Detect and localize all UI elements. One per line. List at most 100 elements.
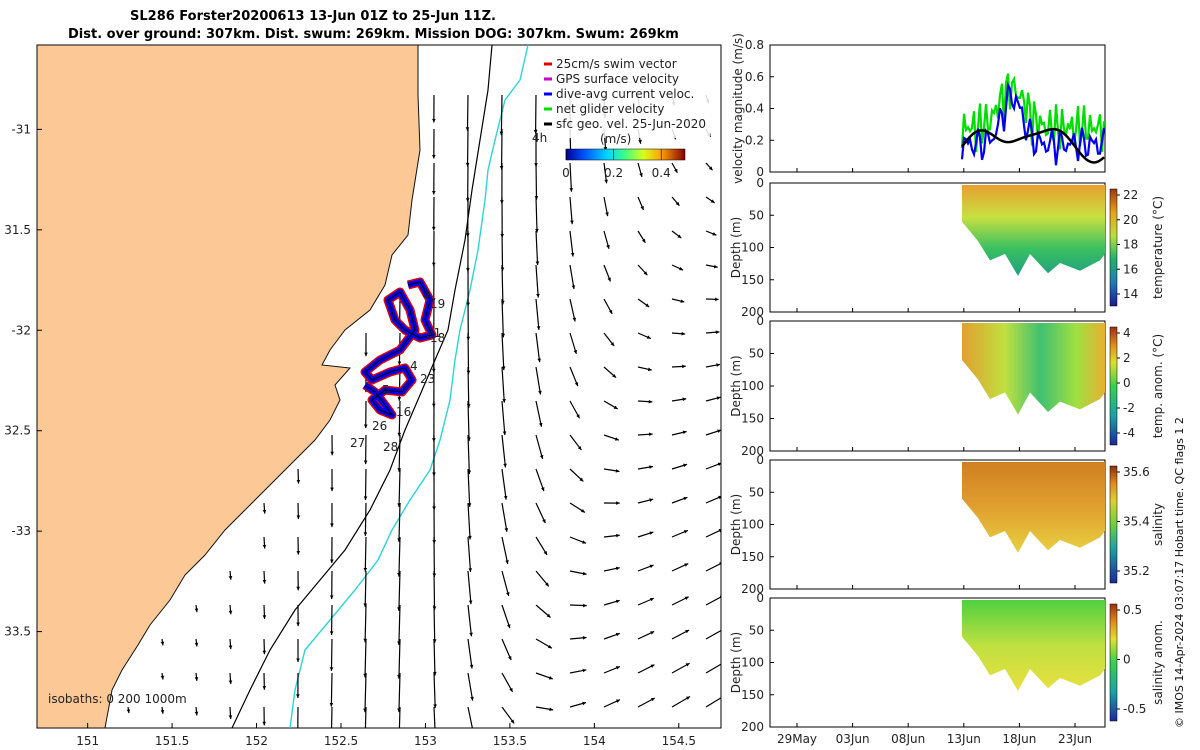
velocity-arrow-shaft <box>433 604 436 643</box>
colorbar-label: salinity <box>1151 503 1165 546</box>
velocity-arrow-head <box>582 636 587 640</box>
velocity-arrow-head <box>679 266 684 271</box>
velocity-arrow-shaft <box>467 468 471 507</box>
velocity-arrow-head <box>397 742 401 746</box>
colorbar-units-label: (m/s) <box>600 132 631 146</box>
track-line <box>364 281 433 417</box>
velocity-arrow-shaft <box>467 502 471 540</box>
velocity-arrow-head <box>716 363 721 367</box>
velocity-arrow-head <box>502 398 506 403</box>
velocity-arrow-head <box>228 645 233 650</box>
velocity-arrow-head <box>685 629 690 634</box>
velocity-arrow-head <box>194 677 199 681</box>
velocity-arrow-shaft <box>500 94 503 136</box>
section-shading <box>962 185 1105 276</box>
velocity-arrow-shaft <box>535 468 545 492</box>
velocity-arrow-head <box>582 701 587 706</box>
velocity-arrow-shaft <box>501 366 505 403</box>
velocity-arrow-head <box>683 496 688 501</box>
velocity-arrow-shaft <box>569 264 575 290</box>
panel-y-tick-label: 200 <box>741 305 764 319</box>
velocity-arrow-shaft <box>364 604 367 643</box>
time-axis-tick-label: 08Jun <box>891 732 925 746</box>
velocity-arrow-shaft <box>705 697 721 708</box>
colorbar-tick-label: 0 <box>562 166 570 180</box>
track-day-label: 5 <box>382 383 390 397</box>
velocity-arrow-head <box>681 331 686 336</box>
velocity-arrow-head <box>718 495 721 500</box>
velocity-arrow-head <box>674 168 678 173</box>
legend-entry-label: dive-avg current veloc. <box>556 87 694 101</box>
velocity-arrow-head <box>296 479 301 484</box>
velocity-arrow-head <box>648 399 653 404</box>
velocity-arrow-shaft <box>398 536 401 577</box>
velocity-arrow-head <box>329 595 334 600</box>
velocity-arrow-head <box>547 644 552 649</box>
velocity-arrow-head <box>469 632 473 637</box>
velocity-arrow-shaft <box>501 264 504 305</box>
velocity-arrow-head <box>718 529 721 533</box>
velocity-arrow-shaft <box>535 400 543 427</box>
velocity-arrow-head <box>262 686 267 690</box>
legend-entry-label: sfc geo. vel. 25-Jun-2020 <box>556 117 706 131</box>
velocity-arrow-shaft <box>330 638 333 671</box>
map-x-tick-label: 154.5 <box>662 734 696 748</box>
velocity-arrow-head <box>582 540 587 544</box>
velocity-arrow-shaft <box>330 706 333 728</box>
panel-y-tick-label: 50 <box>749 347 764 361</box>
velocity-arrow-head <box>649 465 653 469</box>
velocity-arrow-head <box>649 498 654 502</box>
map-x-tick-label: 152 <box>245 734 268 748</box>
panel-y-tick-label: 150 <box>741 412 764 426</box>
panel-y-axis-label: Depth (m) <box>729 494 743 555</box>
velocity-arrow-head <box>677 234 682 239</box>
colorbar-label: salinity anom. <box>1151 620 1165 705</box>
velocity-arrow-shaft <box>467 638 473 669</box>
velocity-arrow-head <box>330 487 334 492</box>
velocity-arrow-head <box>615 599 620 604</box>
velocity-arrow-head <box>683 530 688 534</box>
velocity-arrow-shaft <box>433 706 436 728</box>
colorbar-tick-label: -0.5 <box>1123 702 1146 716</box>
track-day-label: 18 <box>430 331 445 345</box>
velocity-arrow-shaft <box>501 332 505 371</box>
velocity-arrow-shaft <box>501 672 514 693</box>
panel-y-tick-label: 100 <box>741 518 764 532</box>
velocity-arrow-head <box>502 431 507 436</box>
velocity-arrow-shaft <box>535 298 540 330</box>
velocity-arrow-head <box>615 469 620 473</box>
velocity-arrow-head <box>646 335 651 339</box>
velocity-arrow-head <box>682 397 687 402</box>
colorbar-tick-label: 0.5 <box>1123 603 1142 617</box>
velocity-arrow-head <box>712 232 717 236</box>
velocity-arrow-shaft <box>433 638 436 676</box>
velocity-arrow-head <box>330 523 334 528</box>
velocity-arrow-head <box>640 205 644 210</box>
section-shading <box>962 462 1105 553</box>
velocity-arrow-head <box>432 118 436 123</box>
velocity-arrow-head <box>639 172 643 177</box>
velocity-arrow-head <box>650 697 655 702</box>
velocity-arrow-head <box>433 671 437 676</box>
colorbar-tick-label: 0 <box>1123 653 1131 667</box>
panel-y-tick-label: 0.8 <box>745 38 764 52</box>
panel-y-tick-label: 100 <box>741 656 764 670</box>
velocity-arrow-head <box>645 303 650 307</box>
map-x-tick-label: 154 <box>583 734 606 748</box>
velocity-arrow-shaft <box>569 298 576 322</box>
velocity-arrow-head <box>431 262 436 267</box>
velocity-arrow-head <box>612 373 617 378</box>
velocity-arrow-shaft <box>569 332 577 355</box>
panel-frame <box>769 44 1106 173</box>
velocity-arrow-head <box>505 560 509 564</box>
panel-y-tick-label: 0 <box>756 591 764 605</box>
map-y-tick-label: -33 <box>11 524 31 538</box>
map-x-tick-label: 152.5 <box>324 734 358 748</box>
velocity-arrow-head <box>296 586 300 591</box>
track-day-label: 26 <box>372 419 387 433</box>
velocity-arrow-head <box>296 730 300 734</box>
panel-y-tick-label: 150 <box>741 273 764 287</box>
panel-y-tick-label: 200 <box>741 444 764 458</box>
